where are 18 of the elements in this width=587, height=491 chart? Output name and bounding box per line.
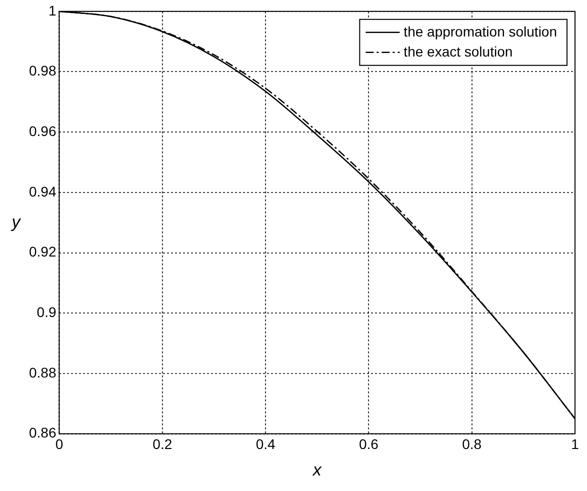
- y-tick-label: 1: [48, 2, 56, 18]
- legend-label: the exact solution: [404, 43, 513, 60]
- y-tick-label: 0.96: [29, 122, 56, 139]
- y-tick-label: 0.92: [29, 244, 56, 260]
- x-tick-label: 0.2: [152, 436, 172, 452]
- y-tick-label: 0.86: [29, 424, 56, 441]
- y-tick-label: 0.98: [29, 62, 56, 79]
- x-tick-label: 0.8: [462, 436, 482, 452]
- y-tick-label: 0.9: [36, 304, 56, 320]
- x-axis-title: x: [312, 460, 322, 480]
- y-axis-title: y: [10, 212, 22, 232]
- x-tick-label: 0.6: [358, 436, 379, 452]
- x-tick-label: 0: [55, 436, 64, 452]
- y-tick-label: 0.94: [29, 183, 56, 200]
- y-tick-label: 0.88: [29, 364, 56, 380]
- x-tick-label: 1: [571, 436, 580, 452]
- legend-label: the appromation solution: [404, 23, 558, 40]
- x-tick-label: 0.4: [256, 436, 276, 452]
